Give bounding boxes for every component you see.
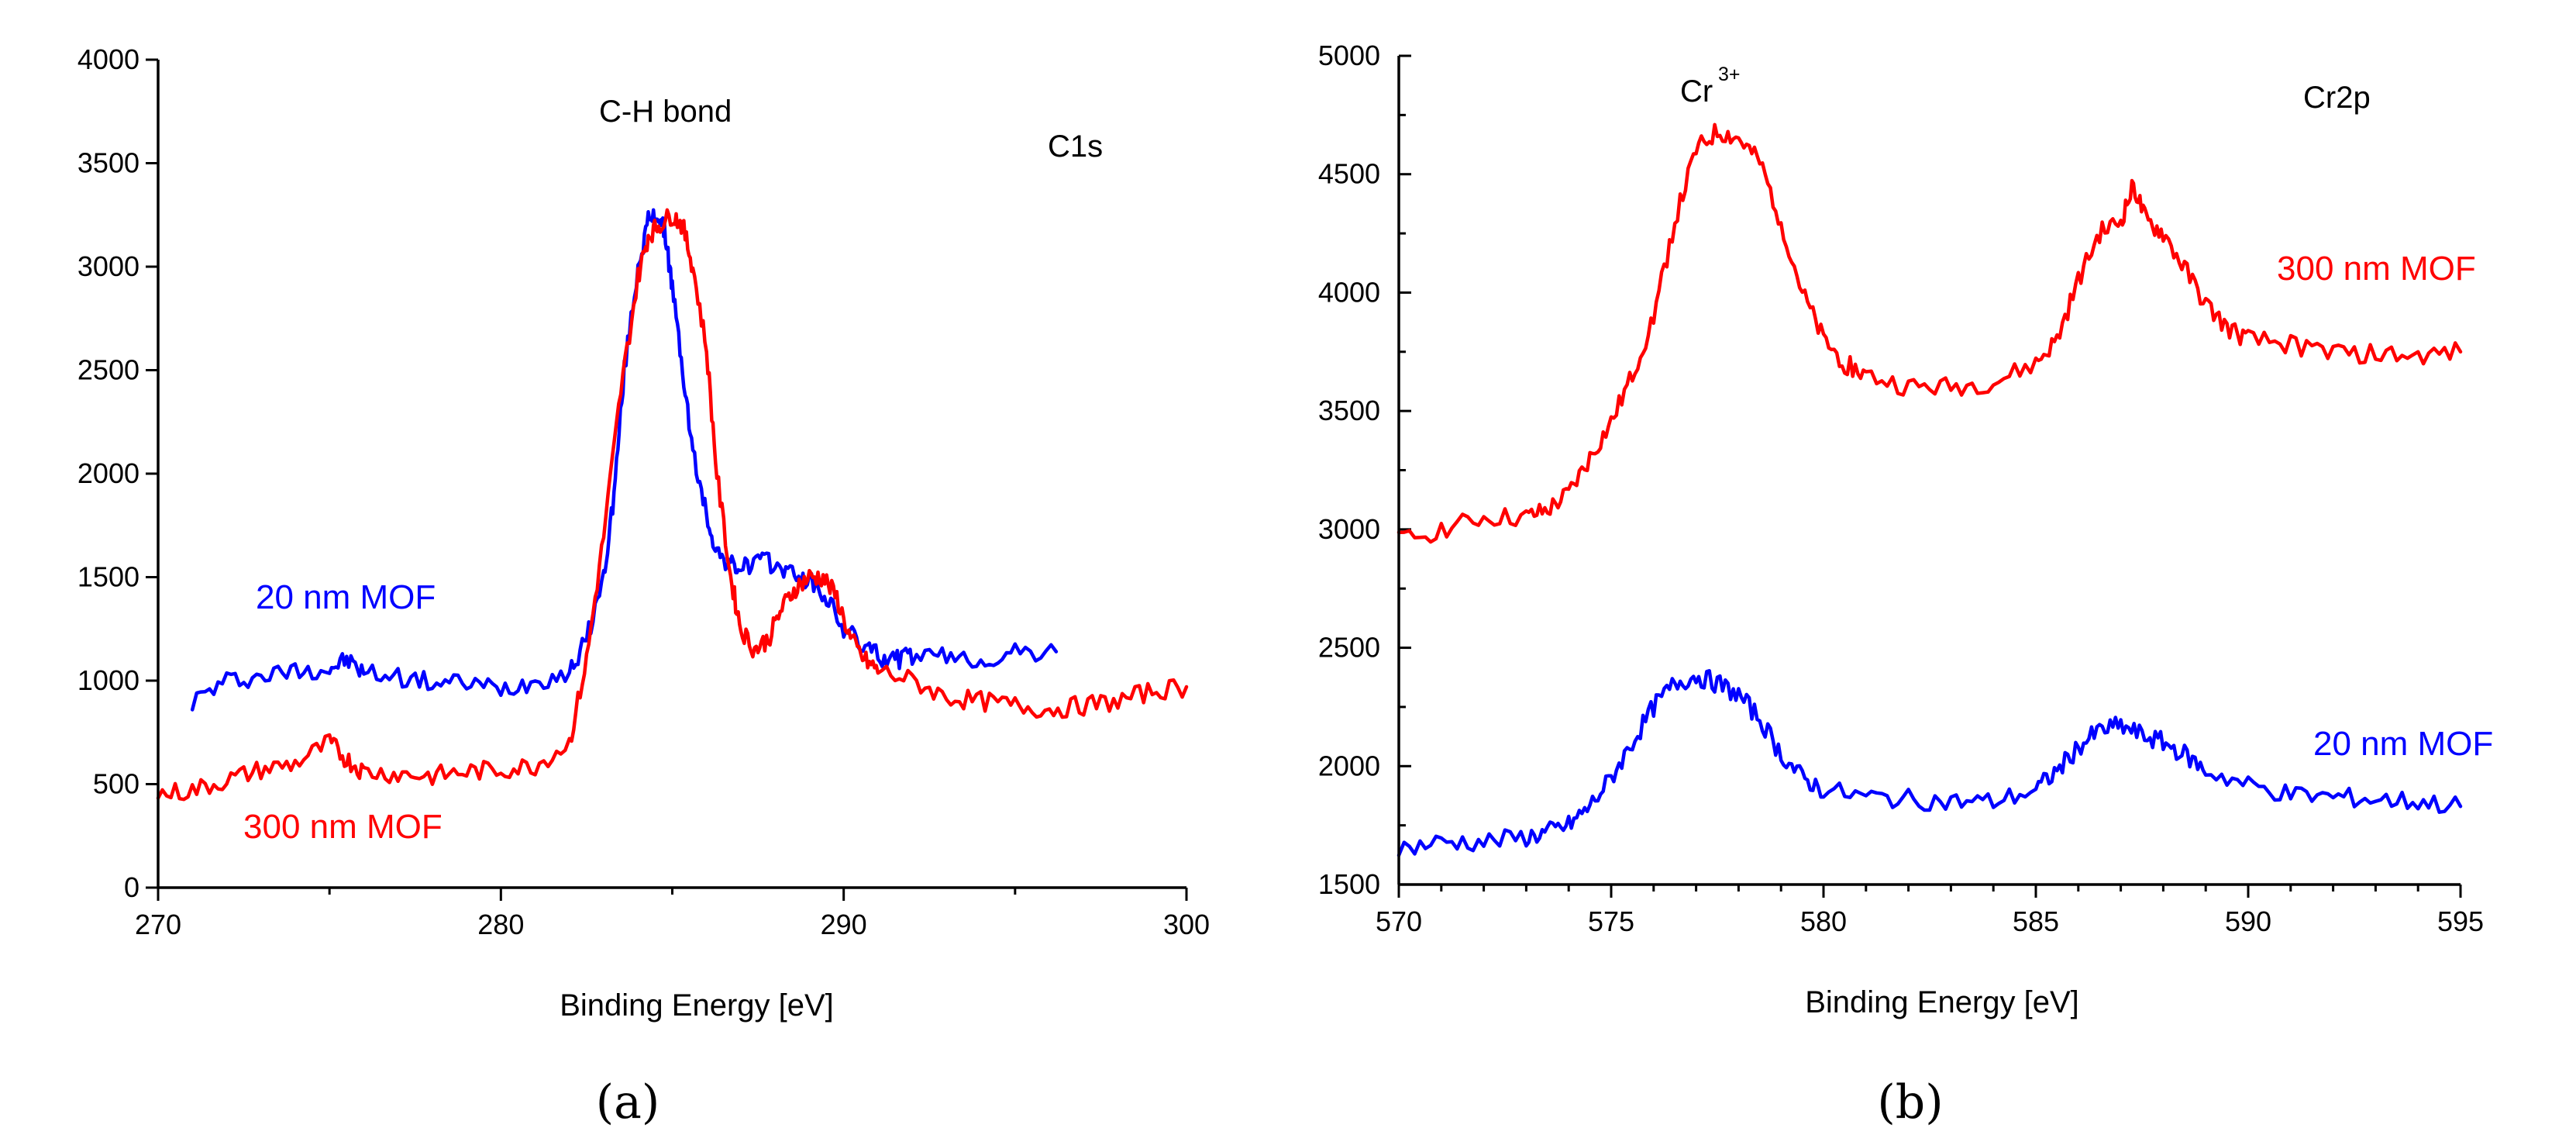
series-label-300nm-b: 300 nm MOF <box>2277 250 2476 288</box>
series-line-20-nm-mof <box>1396 669 2463 857</box>
x-axis-ticks-a: 270 280 290 300 <box>135 888 1210 940</box>
series-line-20-nm-mof <box>190 208 1059 712</box>
y-tick-label: 500 <box>93 768 139 800</box>
x-tick-label: 595 <box>2437 905 2484 937</box>
x-tick-label: 580 <box>1800 905 1847 937</box>
y-tick-label: 3000 <box>1318 513 1380 545</box>
x-tick-label: 585 <box>2013 905 2059 937</box>
annotation-cr: Cr <box>1680 74 1713 109</box>
annotation-ch-bond: C-H bond <box>599 95 732 129</box>
y-tick-label: 2500 <box>77 354 139 386</box>
y-tick-label: 1000 <box>77 664 139 696</box>
x-tick-label: 590 <box>2225 905 2271 937</box>
series-label-300nm-a: 300 nm MOF <box>243 808 443 846</box>
series-label-20nm-b: 20 nm MOF <box>2313 725 2493 763</box>
series-group-a <box>156 208 1189 802</box>
y-tick-label: 1500 <box>1318 868 1380 900</box>
x-tick-label: 290 <box>821 909 867 940</box>
x-tick-label: 575 <box>1588 905 1634 937</box>
panel-label-a: (a) <box>596 1075 660 1129</box>
annotation-cr2p: Cr2p <box>2303 81 2371 115</box>
x-axis-title-a: Binding Energy [eV] <box>560 988 834 1023</box>
series-line-300-nm-mof <box>1396 122 2463 544</box>
panel-label-b: (b) <box>1877 1075 1943 1129</box>
annotation-c1s: C1s <box>1048 129 1103 164</box>
y-tick-label: 5000 <box>1318 40 1380 71</box>
y-tick-label: 4500 <box>1318 158 1380 190</box>
y-tick-label: 2000 <box>1318 750 1380 781</box>
x-tick-label: 280 <box>477 909 524 940</box>
y-axis-ticks-b: 1500 2000 2500 3000 3500 4000 4500 5000 <box>1318 40 1411 900</box>
y-tick-label: 4000 <box>1318 276 1380 308</box>
y-tick-label: 1500 <box>77 561 139 593</box>
x-tick-label: 570 <box>1376 905 1422 937</box>
y-tick-label: 3500 <box>1318 395 1380 426</box>
x-axis-ticks-b: 570 575 580 585 590 595 <box>1376 885 2484 937</box>
series-label-20nm-a: 20 nm MOF <box>256 578 436 616</box>
y-tick-label: 3500 <box>77 147 139 179</box>
x-tick-label: 270 <box>135 909 181 940</box>
x-axis-title-b: Binding Energy [eV] <box>1805 985 2079 1019</box>
x-tick-label: 300 <box>1163 909 1210 940</box>
y-tick-label: 0 <box>124 871 139 903</box>
y-tick-label: 2000 <box>77 457 139 489</box>
y-tick-label: 3000 <box>77 250 139 282</box>
series-group-b <box>1396 122 2463 857</box>
series-line-300-nm-mof <box>156 208 1189 802</box>
y-axis-ticks-a: 0 500 1000 1500 2000 2500 3000 3500 4000 <box>77 43 158 903</box>
y-tick-label: 2500 <box>1318 632 1380 664</box>
y-tick-label: 4000 <box>77 43 139 75</box>
annotation-cr-superscript: 3+ <box>1718 64 1741 85</box>
